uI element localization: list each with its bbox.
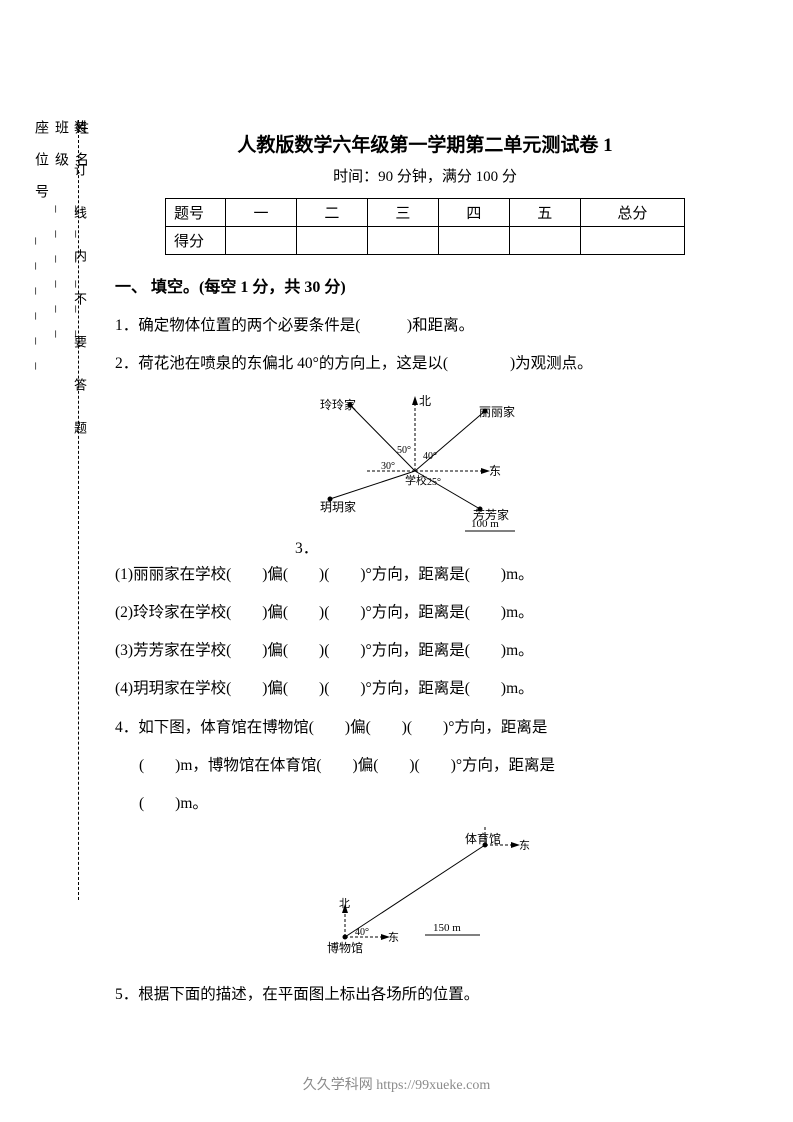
question-3-3: (3)芳芳家在学校( )偏( )( )°方向，距离是( )m。 bbox=[115, 634, 735, 668]
diagram-1: 北东玲玲家丽丽家学校玥玥家芳芳家50°40°30°25°100 m bbox=[115, 391, 735, 556]
page-subtitle: 时间：90 分钟，满分 100 分 bbox=[115, 165, 735, 186]
td-blank bbox=[580, 227, 684, 255]
svg-text:东: 东 bbox=[519, 839, 530, 852]
page-footer: 久久学科网 https://99xueke.com bbox=[0, 1074, 793, 1094]
th-1: 一 bbox=[226, 199, 297, 227]
svg-text:东: 东 bbox=[489, 464, 501, 478]
label-seat: 座位号 bbox=[33, 120, 48, 216]
question-4-line2: ( )m，博物馆在体育馆( )偏( )( )°方向，距离是 bbox=[115, 749, 735, 783]
svg-text:100 m: 100 m bbox=[471, 518, 499, 530]
td-score-label: 得分 bbox=[166, 227, 226, 255]
svg-text:玲玲家: 玲玲家 bbox=[320, 397, 356, 412]
field-seat: 座位号 ______ bbox=[30, 120, 50, 900]
question-4-line1: 4．如下图，体育馆在博物馆( )偏( )( )°方向，距离是 bbox=[115, 711, 735, 745]
td-blank bbox=[438, 227, 509, 255]
field-class: 班级 ______ bbox=[50, 120, 70, 900]
th-total: 总分 bbox=[580, 199, 684, 227]
th-2: 二 bbox=[296, 199, 367, 227]
svg-text:丽丽家: 丽丽家 bbox=[479, 404, 515, 419]
page-title: 人教版数学六年级第一学期第二单元测试卷 1 bbox=[115, 130, 735, 157]
th-5: 五 bbox=[509, 199, 580, 227]
question-3-2: (2)玲玲家在学校( )偏( )( )°方向，距离是( )m。 bbox=[115, 596, 735, 630]
td-blank bbox=[509, 227, 580, 255]
svg-text:北: 北 bbox=[339, 897, 350, 910]
th-num: 题号 bbox=[166, 199, 226, 227]
binding-note: 装订线内不要答题 bbox=[70, 120, 89, 900]
main-content: 人教版数学六年级第一学期第二单元测试卷 1 时间：90 分钟，满分 100 分 … bbox=[115, 130, 735, 1016]
svg-text:体育馆: 体育馆 bbox=[465, 831, 501, 846]
table-row: 得分 bbox=[166, 227, 685, 255]
td-blank bbox=[296, 227, 367, 255]
svg-text:40°: 40° bbox=[423, 451, 437, 462]
section-1-title: 一、 填空。(每空 1 分，共 30 分) bbox=[115, 273, 735, 297]
question-1: 1．确定物体位置的两个必要条件是( )和距离。 bbox=[115, 309, 735, 343]
svg-text:40°: 40° bbox=[355, 927, 369, 938]
diagram-2: 北东40°博物馆北东体育馆150 m bbox=[115, 827, 735, 972]
td-blank bbox=[226, 227, 297, 255]
svg-text:玥玥家: 玥玥家 bbox=[320, 499, 356, 514]
svg-text:学校: 学校 bbox=[405, 473, 427, 487]
compass-diagram-1: 北东玲玲家丽丽家学校玥玥家芳芳家50°40°30°25°100 m bbox=[285, 391, 565, 551]
compass-diagram-2: 北东40°博物馆北东体育馆150 m bbox=[285, 827, 565, 967]
question-2: 2．荷花池在喷泉的东偏北 40°的方向上，这是以( )为观测点。 bbox=[115, 347, 735, 381]
svg-text:北: 北 bbox=[419, 394, 431, 408]
label-class: 班级 bbox=[53, 120, 68, 184]
td-blank bbox=[367, 227, 438, 255]
th-3: 三 bbox=[367, 199, 438, 227]
score-table: 题号 一 二 三 四 五 总分 得分 bbox=[165, 198, 685, 255]
th-4: 四 bbox=[438, 199, 509, 227]
svg-text:25°: 25° bbox=[427, 477, 441, 488]
question-5: 5．根据下面的描述，在平面图上标出各场所的位置。 bbox=[115, 978, 735, 1012]
svg-text:50°: 50° bbox=[397, 445, 411, 456]
question-3-4: (4)玥玥家在学校( )偏( )( )°方向，距离是( )m。 bbox=[115, 672, 735, 706]
svg-text:东: 东 bbox=[388, 931, 399, 944]
question-3-1: (1)丽丽家在学校( )偏( )( )°方向，距离是( )m。 bbox=[115, 558, 735, 592]
question-4-line3: ( )m。 bbox=[115, 787, 735, 821]
svg-text:30°: 30° bbox=[381, 461, 395, 472]
svg-text:博物馆: 博物馆 bbox=[327, 940, 363, 955]
svg-text:150 m: 150 m bbox=[433, 922, 461, 934]
question-3-diagram-row: 北东玲玲家丽丽家学校玥玥家芳芳家50°40°30°25°100 m bbox=[115, 385, 735, 562]
binding-sidebar: 姓名 ______ 班级 ______ 座位号 ______ bbox=[30, 120, 100, 900]
table-row: 题号 一 二 三 四 五 总分 bbox=[166, 199, 685, 227]
